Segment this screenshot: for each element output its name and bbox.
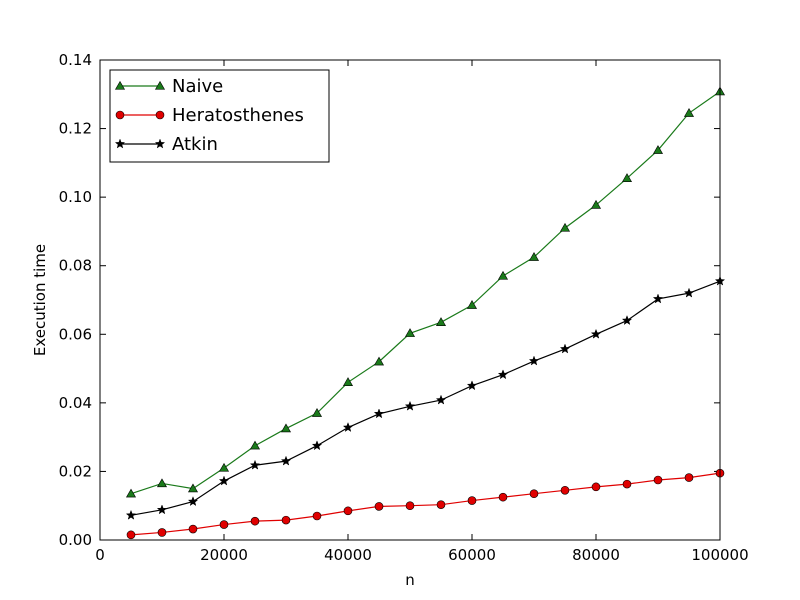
data-point-atkin [652,293,664,304]
x-tick-label: 60000 [448,546,496,564]
data-point-heratosthenes [591,482,601,492]
data-point-naive [218,462,230,472]
legend-marker-atkin [154,138,166,149]
data-point-atkin [528,355,540,366]
legend-marker-naive [154,80,166,90]
data-point-atkin [404,400,416,411]
data-point-naive [466,300,478,309]
data-point-atkin [342,422,354,433]
data-point-naive [652,145,664,154]
data-point-naive [404,328,416,337]
data-point-naive [435,317,447,326]
legend-marker-atkin [114,138,126,149]
data-point-heratosthenes [653,475,663,485]
data-point-naive [373,356,385,366]
legend-marker-heratosthenes [115,110,125,120]
data-point-heratosthenes [219,520,229,529]
data-point-atkin [373,408,385,419]
data-point-atkin [683,287,695,298]
y-tick-label: 0.08 [59,257,92,275]
y-tick-label: 0.10 [59,188,92,206]
data-point-atkin [435,394,447,405]
data-point-naive [590,199,602,209]
data-point-heratosthenes [436,500,446,509]
data-point-atkin [466,380,478,391]
data-point-naive [156,478,168,488]
series-line-heratosthenes [130,472,721,536]
y-tick-label: 0.06 [59,325,92,343]
data-point-naive [497,270,509,280]
data-point-atkin [125,509,137,520]
series-atkin [125,275,726,520]
data-point-naive [280,423,292,433]
data-point-heratosthenes [529,489,539,499]
data-point-naive [125,488,137,498]
data-point-naive [187,483,199,493]
data-point-atkin [590,328,602,339]
data-point-heratosthenes [281,515,291,525]
data-point-atkin [187,496,199,507]
x-tick-label: 80000 [572,546,620,564]
legend-marker-naive [114,80,126,90]
data-point-heratosthenes [157,528,167,537]
data-point-heratosthenes [560,485,570,495]
data-point-heratosthenes [126,530,136,540]
data-point-naive [621,173,633,182]
data-point-naive [311,408,323,417]
data-point-naive [559,222,571,232]
data-point-naive [683,108,695,117]
x-tick-label: 20000 [200,546,248,564]
data-point-heratosthenes [622,479,632,489]
data-point-atkin [218,475,230,486]
data-point-heratosthenes [405,501,415,511]
data-point-atkin [280,455,292,466]
data-point-atkin [156,504,168,515]
x-tick-label: 0 [95,546,105,564]
series-line-atkin [130,280,721,516]
y-tick-label: 0.04 [59,394,92,412]
data-point-atkin [621,315,633,326]
data-point-naive [342,377,354,386]
plot-frame [99,59,721,541]
data-point-atkin [497,369,509,380]
data-point-naive [249,440,261,450]
data-point-heratosthenes [188,524,198,534]
data-point-heratosthenes [498,492,508,502]
data-point-heratosthenes [250,516,260,526]
x-axis-label: n [405,571,415,589]
legend-box [109,69,330,163]
y-tick-label: 0.00 [59,531,92,549]
legend: Naive Heratosthenes Atkin [109,69,330,163]
data-point-heratosthenes [312,511,322,521]
legend-label-heratosthenes: Heratosthenes [172,105,304,126]
legend-label-atkin: Atkin [172,134,218,155]
x-tick-label: 100000 [691,546,748,564]
data-point-heratosthenes [343,506,353,516]
data-point-atkin [559,343,571,354]
data-point-atkin [249,459,261,470]
y-tick-label: 0.14 [59,51,92,69]
y-axis-label: Execution time [31,244,49,356]
series-naive [125,86,726,498]
y-ticks: 0.00 0.02 0.04 0.06 0.08 0.10 0.12 0.14 [59,51,720,549]
y-tick-label: 0.12 [59,120,92,138]
data-point-heratosthenes [467,496,477,505]
series-line-naive [130,91,721,495]
x-tick-label: 40000 [324,546,372,564]
legend-marker-heratosthenes [155,110,165,120]
data-point-heratosthenes [684,473,694,482]
data-point-heratosthenes [374,502,384,511]
data-point-naive [528,252,540,261]
series-layer [125,86,726,540]
y-tick-label: 0.02 [59,462,92,480]
series-heratosthenes [126,468,725,540]
legend-label-naive: Naive [172,76,223,97]
data-point-atkin [311,440,323,451]
x-ticks: 0 20000 40000 60000 80000 100000 [95,60,749,564]
